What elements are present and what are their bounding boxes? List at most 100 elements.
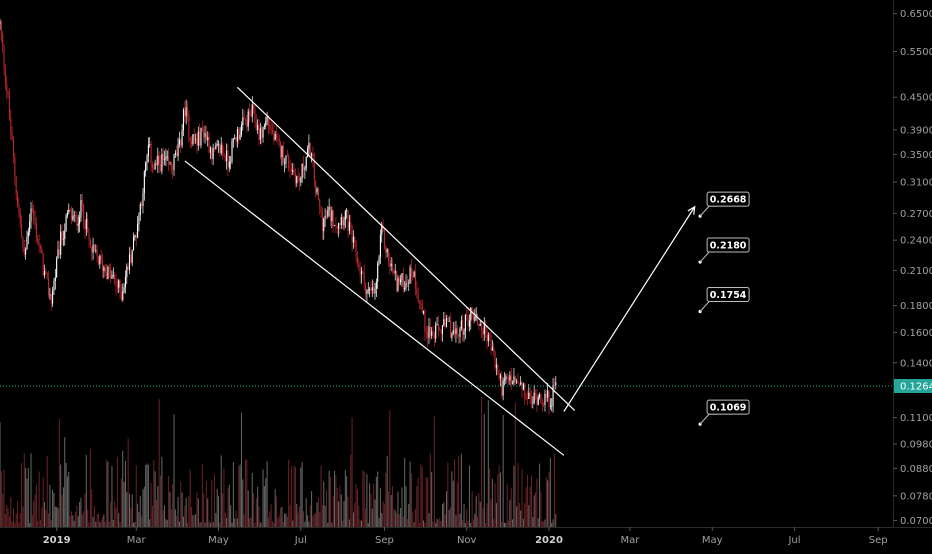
candle-body: [184, 109, 186, 117]
volume-bar: [305, 498, 307, 527]
projection-arrow-line[interactable]: [563, 206, 696, 412]
volume-bar: [138, 512, 140, 527]
volume-bar: [42, 476, 44, 527]
volume-bar: [236, 518, 238, 527]
candle-body: [288, 155, 290, 169]
candle-body: [340, 217, 342, 225]
candle-body: [449, 321, 452, 338]
volume-bar: [230, 505, 232, 527]
candlestick-series: [0, 18, 557, 415]
volume-bar: [377, 471, 379, 527]
volume-bar: [462, 519, 464, 527]
candle-body: [336, 225, 338, 229]
candle-body: [143, 171, 145, 194]
candle-body: [517, 381, 519, 384]
volume-bar: [107, 461, 109, 527]
candle-body: [103, 267, 105, 271]
volume-bar: [44, 502, 46, 527]
candle-body: [257, 124, 259, 130]
candle-body: [54, 277, 56, 282]
candle-body: [64, 230, 66, 239]
volume-bar: [84, 493, 86, 527]
volume-bar: [6, 504, 8, 527]
candle-body: [16, 193, 19, 206]
volume-bar: [329, 476, 331, 527]
volume-bar: [62, 487, 64, 527]
candle-body: [537, 397, 539, 405]
volume-bar: [497, 474, 499, 527]
volume-bar: [87, 509, 89, 527]
trend-drawings[interactable]: [184, 86, 696, 456]
volume-bar: [293, 465, 295, 527]
target-callout[interactable]: 0.1754: [698, 286, 750, 314]
volume-bar: [242, 479, 244, 527]
candle-body: [190, 140, 193, 145]
volume-bar: [530, 475, 532, 527]
volume-bar: [548, 471, 550, 527]
volume-bar: [75, 511, 77, 527]
candle-body: [247, 111, 249, 127]
candle-body: [266, 116, 268, 122]
volume-bar: [378, 517, 380, 527]
channel-upper-line[interactable]: [236, 86, 576, 411]
candle-body: [220, 144, 222, 154]
candle-body: [236, 129, 238, 142]
volume-bar: [402, 516, 404, 527]
volume-bar: [116, 457, 118, 527]
candle-body: [365, 283, 367, 294]
candle-body: [88, 232, 90, 240]
target-callout[interactable]: 0.2180: [698, 237, 750, 264]
volume-bar: [463, 503, 465, 527]
candle-body: [37, 238, 39, 243]
price-tick-label: 0.1800: [900, 301, 932, 312]
target-price-label: 0.2180: [710, 241, 747, 252]
volume-bar: [351, 417, 353, 527]
volume-bar: [262, 469, 264, 527]
channel-lower-line[interactable]: [184, 160, 565, 456]
volume-bar: [526, 474, 528, 527]
volume-bar: [544, 519, 546, 527]
volume-bar: [405, 486, 407, 527]
candle-body: [467, 315, 469, 327]
volume-bar: [212, 522, 214, 527]
candle-body: [293, 169, 295, 174]
price-tick-label: 0.0880: [900, 464, 932, 475]
candle-body: [122, 291, 124, 300]
volume-bar: [224, 512, 226, 527]
candle-body: [471, 307, 473, 315]
price-axis[interactable]: 0.6500 0.5500 0.4500 0.3900 0.3500 0.3100 0.27…: [893, 0, 932, 527]
volume-bar: [176, 516, 178, 527]
candle-body: [239, 134, 241, 140]
candle-body: [81, 200, 83, 206]
volume-bar: [0, 471, 2, 527]
candle-body: [22, 236, 24, 247]
volume-bar: [459, 513, 461, 527]
volume-bar: [535, 492, 537, 527]
candle-body: [130, 254, 132, 263]
volume-bar: [303, 511, 305, 527]
candle-body: [292, 169, 294, 172]
candle-body: [302, 163, 305, 171]
candle-body: [309, 143, 311, 157]
time-axis[interactable]: 2019 Mar May Jul Sep Nov 2020 Mar May Jul Sep: [0, 527, 932, 546]
volume-bar: [509, 499, 511, 527]
volume-bar: [439, 517, 441, 527]
volume-bar: [328, 470, 330, 527]
candle-body: [45, 270, 47, 275]
volume-bar: [8, 516, 10, 527]
volume-bar: [289, 504, 291, 527]
last-price-tag[interactable]: [894, 379, 932, 394]
target-callout[interactable]: 0.2668: [698, 191, 750, 218]
target-callout[interactable]: 0.1069: [698, 399, 750, 426]
candle-body: [135, 234, 137, 238]
candle-body: [539, 394, 541, 398]
volume-bar: [111, 466, 113, 527]
price-tick-label: 0.3900: [900, 125, 932, 136]
target-labels[interactable]: 0.2668 0.2180 0.1754 0.1069: [698, 191, 750, 426]
candle-body: [300, 177, 302, 183]
volume-bar: [250, 517, 252, 527]
time-tick-label: 2020: [535, 535, 563, 546]
volume-bar: [178, 521, 180, 527]
